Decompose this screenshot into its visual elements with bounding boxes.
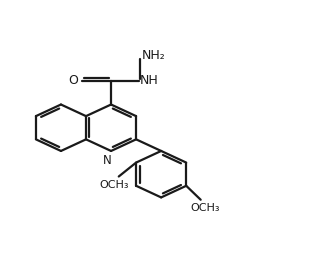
Text: NH₂: NH₂ (142, 49, 166, 62)
Text: NH: NH (140, 74, 159, 87)
Text: OCH₃: OCH₃ (100, 180, 129, 190)
Text: O: O (68, 74, 78, 87)
Text: N: N (103, 154, 112, 167)
Text: OCH₃: OCH₃ (190, 203, 220, 213)
